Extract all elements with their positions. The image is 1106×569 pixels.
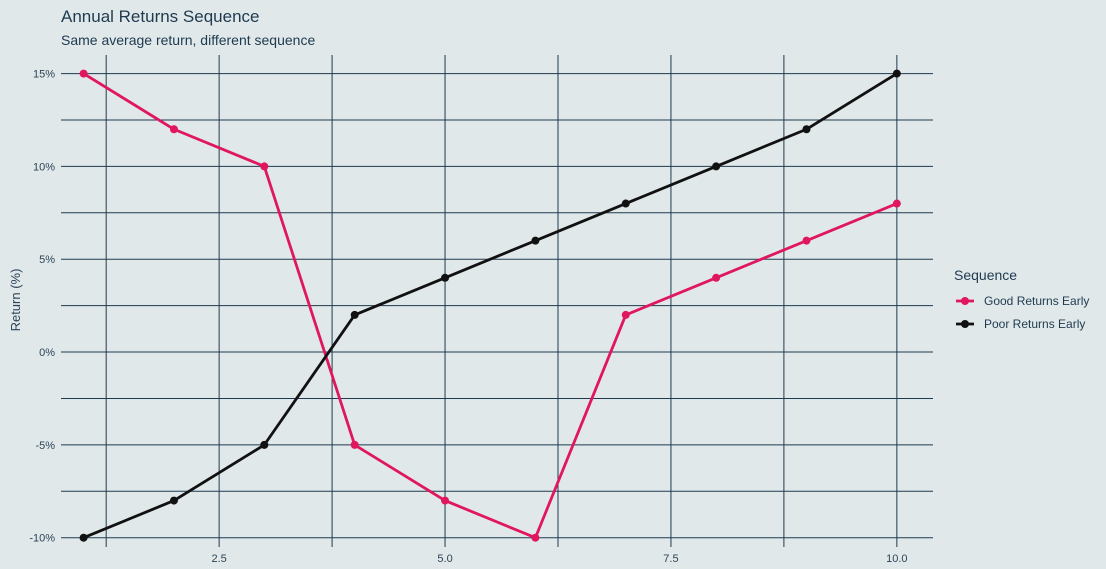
data-point [621, 199, 630, 208]
data-point [531, 236, 540, 245]
data-point [260, 440, 269, 449]
y-tick-label: -10% [29, 533, 55, 545]
data-point [350, 440, 359, 449]
data-point [79, 533, 88, 542]
data-point [892, 69, 901, 78]
y-tick-label: 10% [33, 161, 55, 173]
x-axis-tick-labels: 2.5 5.0 7.5 10.0 [211, 553, 907, 565]
legend-point [961, 320, 969, 328]
series-line [82, 72, 899, 540]
data-point [621, 310, 630, 319]
data-point [531, 533, 540, 542]
y-tick-label: 0% [39, 347, 55, 359]
x-tick-label: 10.0 [886, 553, 907, 565]
legend-label: Poor Returns Early [984, 317, 1085, 331]
data-point [79, 69, 88, 78]
y-axis-title: Return (%) [8, 269, 23, 332]
data-point [169, 496, 178, 505]
data-point [441, 273, 450, 282]
legend-label: Good Returns Early [984, 294, 1089, 308]
y-tick-label: 15% [33, 69, 55, 81]
data-point [350, 310, 359, 319]
y-tick-label: 5% [39, 254, 55, 266]
y-axis-tick-labels: -10% -5% 0% 5% 10% 15% [29, 69, 55, 545]
legend-title: Sequence [954, 267, 1017, 283]
legend-point [961, 297, 969, 305]
legend-item: Good Returns Early [956, 294, 1089, 308]
series-line [82, 72, 899, 540]
data-point [802, 125, 811, 134]
data-point [712, 162, 721, 171]
legend-items: Good Returns Early Poor Returns Early [956, 294, 1089, 331]
chart-subtitle: Same average return, different sequence [61, 32, 315, 48]
y-tick-label: -5% [35, 440, 55, 452]
grid [61, 55, 933, 547]
x-tick-label: 5.0 [437, 553, 452, 565]
series-layer [79, 69, 901, 542]
x-tick-label: 2.5 [211, 553, 226, 565]
series-poor-returns-early [79, 69, 901, 542]
chart-title: Annual Returns Sequence [61, 7, 259, 26]
data-point [169, 125, 178, 134]
data-point [441, 496, 450, 505]
data-point [712, 273, 721, 282]
legend: Sequence Good Returns Early Poor Returns … [954, 267, 1089, 331]
legend-item: Poor Returns Early [956, 317, 1085, 331]
data-point [892, 199, 901, 208]
series-good-returns-early [79, 69, 901, 542]
x-tick-label: 7.5 [663, 553, 678, 565]
data-point [802, 236, 811, 245]
data-point [260, 162, 269, 171]
